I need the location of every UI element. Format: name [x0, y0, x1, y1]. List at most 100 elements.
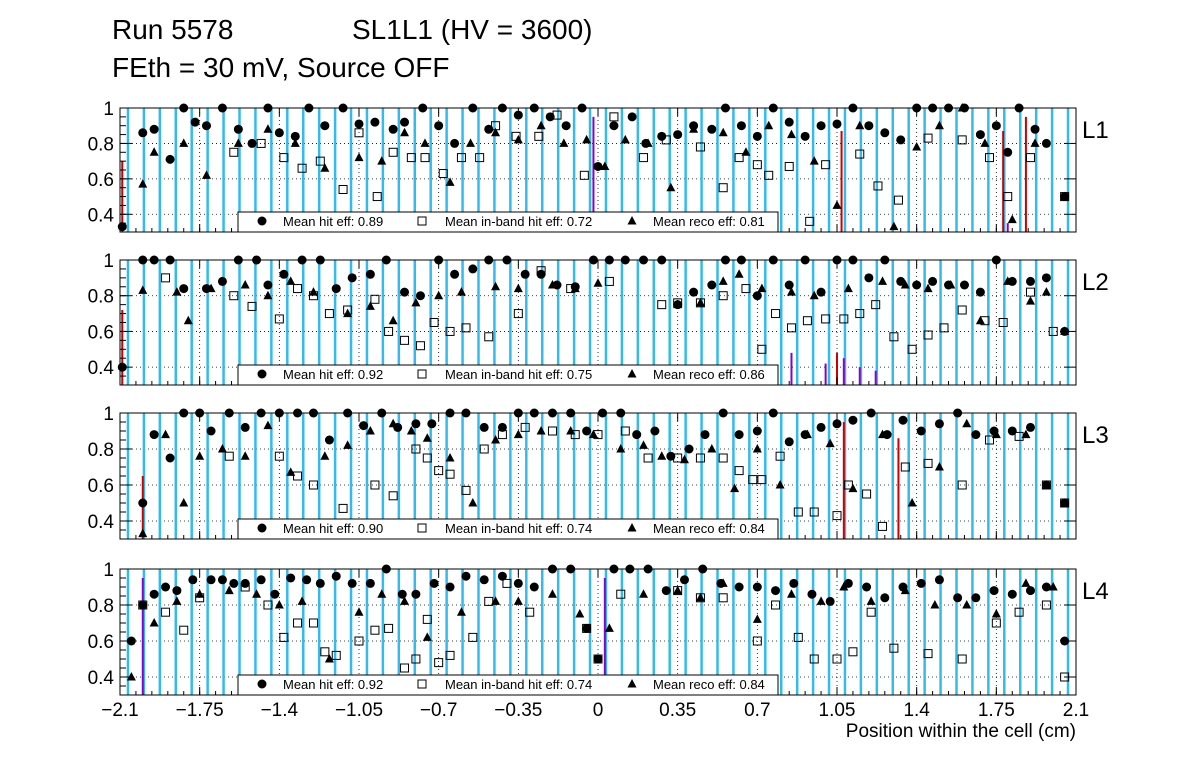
- inband-eff-point: [1003, 192, 1013, 202]
- reco-eff-point: [201, 170, 211, 179]
- reco-eff-point: [445, 177, 455, 186]
- panel-l4: 1 0.8 0.6 0.4 L4 Mean hit eff: 0.92 Mean in-ba…: [88, 560, 1109, 696]
- reco-eff-point: [900, 585, 910, 595]
- y-tick-label: 0.4: [88, 668, 115, 689]
- inband-eff-point: [718, 183, 728, 193]
- reco-eff-point: [263, 420, 273, 430]
- hit-eff-point: [347, 273, 357, 283]
- reco-eff-point: [975, 315, 985, 325]
- y-tick-label: 1: [103, 560, 114, 581]
- inband-eff-point: [384, 623, 394, 633]
- inband-eff-point: [497, 430, 507, 440]
- hit-eff-point: [752, 426, 762, 436]
- hit-eff-point: [953, 593, 963, 603]
- legend-reco-label: Mean reco eff: 0.84: [653, 521, 765, 536]
- inband-eff-point: [764, 170, 774, 180]
- reco-eff-point: [786, 589, 796, 598]
- inband-eff-point: [293, 471, 303, 481]
- inband-eff-point: [848, 647, 858, 657]
- reco-eff-point: [445, 453, 455, 462]
- reco-eff-point: [679, 454, 689, 464]
- reco-eff-point: [1025, 296, 1035, 305]
- conditions-label: FEth = 30 mV, Source OFF: [112, 52, 450, 83]
- legend-hit-label: Mean hit eff: 0.90: [283, 521, 383, 536]
- hit-eff-point: [896, 135, 906, 145]
- reco-eff-point: [308, 287, 318, 296]
- inband-eff-point: [805, 216, 815, 226]
- hit-eff-point: [700, 430, 710, 440]
- hit-eff-point: [229, 578, 239, 588]
- reco-eff-point: [900, 280, 910, 289]
- legend-hit-marker: [257, 216, 267, 226]
- inband-eff-point: [821, 160, 831, 170]
- hit-eff-point: [270, 589, 280, 599]
- hit-eff-point: [320, 121, 330, 131]
- reco-eff-point: [354, 607, 364, 616]
- hit-eff-point: [415, 291, 425, 301]
- hit-eff-point: [916, 426, 926, 436]
- inband-eff-point: [520, 422, 530, 432]
- reco-eff-point: [183, 315, 193, 325]
- inband-eff-point: [434, 658, 444, 668]
- y-tick-label: 0.8: [88, 596, 114, 617]
- hit-eff-point: [450, 138, 460, 148]
- reco-eff-point: [1021, 429, 1031, 439]
- hit-eff-point: [848, 415, 858, 425]
- reco-eff-point: [809, 156, 819, 165]
- reco-eff-point: [666, 182, 676, 192]
- x-tick-label: −1.05: [335, 700, 383, 721]
- reco-eff-point: [195, 451, 205, 460]
- inband-eff-point: [748, 475, 758, 485]
- inband-eff-point: [718, 593, 728, 603]
- legend-box: [237, 518, 779, 540]
- legend: Mean hit eff: 0.89 Mean in-band hit eff: …: [237, 211, 779, 233]
- reco-eff-point: [1048, 582, 1058, 591]
- reco-eff-point: [138, 528, 148, 538]
- hit-eff-point: [864, 273, 874, 283]
- hit-eff-point: [1025, 586, 1035, 596]
- hit-eff-point: [429, 578, 439, 588]
- reco-eff-point: [138, 285, 148, 294]
- x-tick-label: 0.7: [744, 700, 770, 721]
- inband-eff-point: [579, 170, 589, 180]
- hit-eff-point: [862, 582, 872, 592]
- hit-eff-point: [673, 130, 683, 140]
- hit-eff-point: [934, 575, 944, 585]
- reco-eff-point: [377, 589, 387, 598]
- hit-eff-point: [201, 121, 211, 131]
- inband-eff-point: [354, 128, 364, 138]
- hit-eff-point: [734, 430, 744, 440]
- reco-eff-point: [286, 467, 296, 476]
- hit-eff-point: [1003, 147, 1013, 157]
- hit-eff-point: [912, 280, 922, 290]
- inband-eff-point: [534, 131, 544, 141]
- legend: Mean hit eff: 0.92 Mean in-band hit eff: …: [237, 364, 779, 386]
- hit-eff-point: [934, 419, 944, 429]
- hit-eff-point: [290, 131, 300, 141]
- inband-eff-point: [445, 650, 455, 660]
- inband-eff-point: [832, 511, 842, 521]
- reco-eff-point: [600, 161, 610, 170]
- hit-eff-point: [411, 419, 421, 429]
- inband-eff-point: [991, 618, 1001, 628]
- reco-eff-point: [456, 607, 466, 616]
- reco-eff-point: [434, 290, 444, 300]
- reco-eff-point: [559, 138, 569, 147]
- reco-eff-point: [570, 283, 580, 293]
- reco-eff-point: [930, 600, 940, 609]
- reco-eff-point: [1003, 276, 1013, 285]
- inband-eff-point: [604, 276, 614, 286]
- hit-eff-point: [206, 575, 216, 585]
- hit-eff-point: [165, 453, 175, 463]
- inband-eff-point: [484, 596, 494, 606]
- hit-eff-point: [752, 582, 762, 592]
- reco-eff-point: [991, 429, 1001, 439]
- inband-eff-point: [734, 153, 744, 163]
- reco-eff-point: [786, 129, 796, 139]
- inband-eff-point: [475, 153, 485, 163]
- inband-eff-point: [338, 503, 348, 513]
- reco-eff-point: [741, 147, 751, 156]
- inband-eff-point: [338, 184, 348, 194]
- inband-eff-point: [802, 316, 812, 326]
